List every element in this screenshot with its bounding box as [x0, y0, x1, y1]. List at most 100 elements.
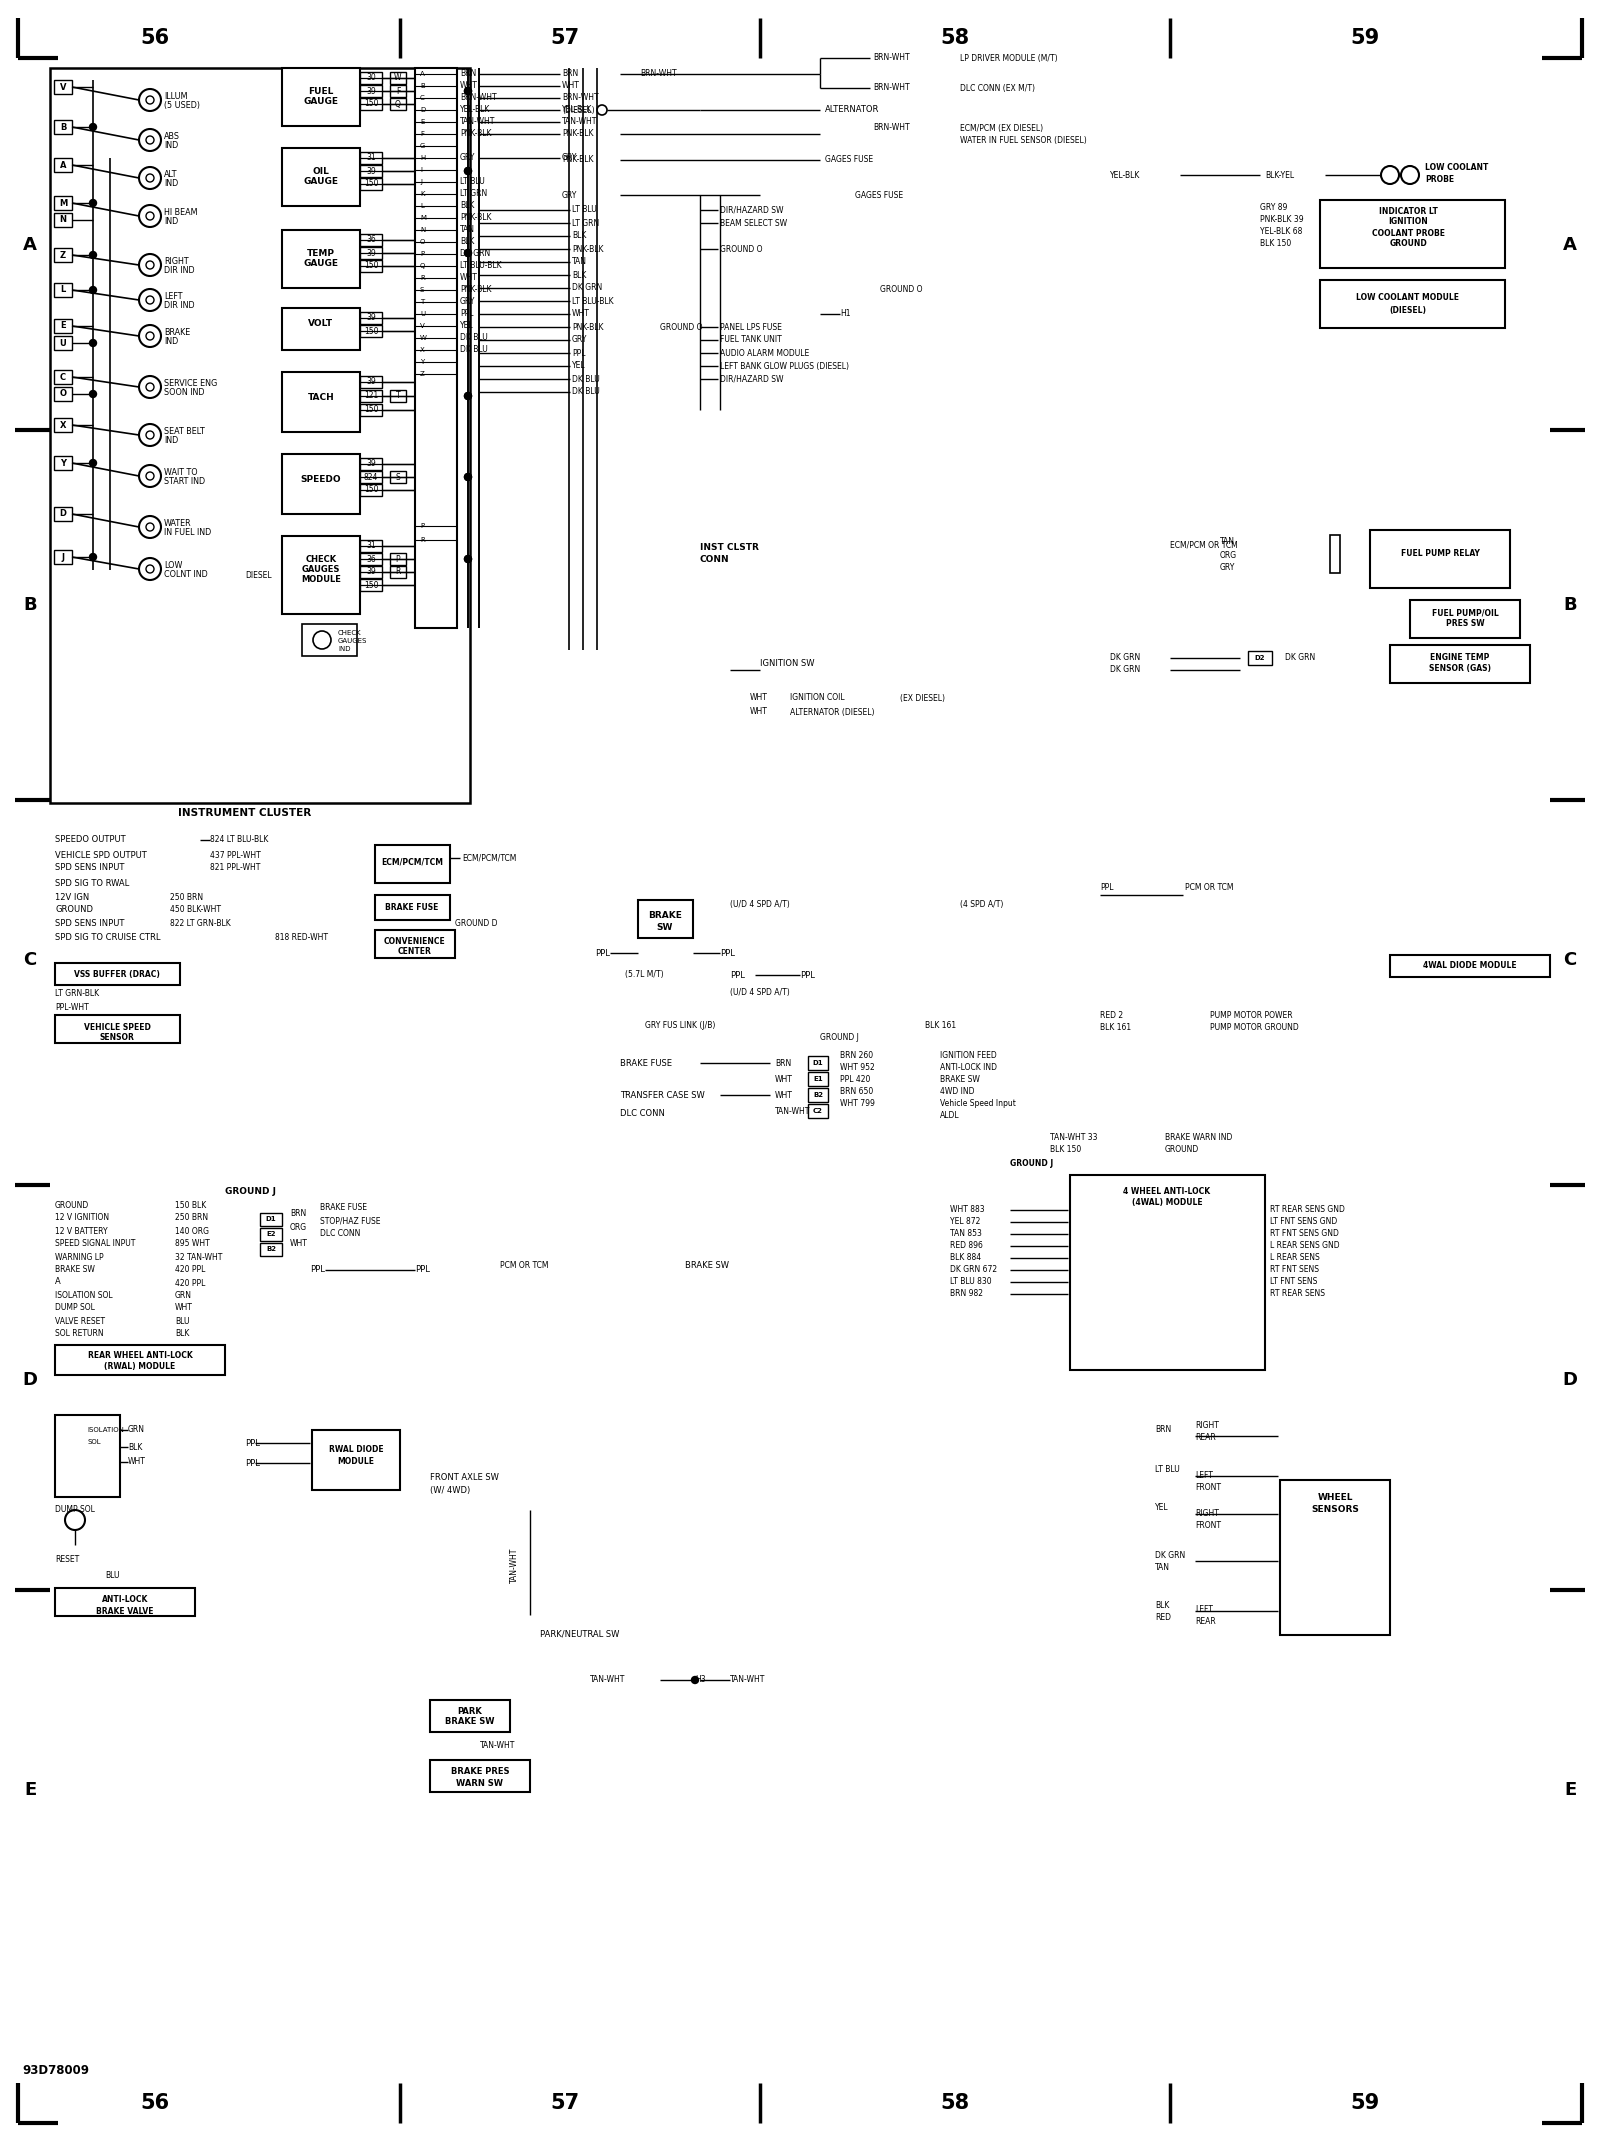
Text: TAN-WHT: TAN-WHT	[590, 1676, 626, 1685]
Text: 140 ORG: 140 ORG	[174, 1227, 210, 1235]
Text: U: U	[59, 338, 66, 347]
Text: GRY FUS LINK (J/B): GRY FUS LINK (J/B)	[645, 1021, 715, 1030]
Text: L REAR SENS GND: L REAR SENS GND	[1270, 1242, 1339, 1250]
Text: BRN-WHT: BRN-WHT	[461, 94, 496, 103]
Text: GROUND J: GROUND J	[226, 1188, 277, 1197]
Text: BRAKE SW: BRAKE SW	[54, 1265, 94, 1274]
Text: BLK 161: BLK 161	[925, 1021, 957, 1030]
Text: HI BEAM: HI BEAM	[165, 208, 197, 216]
Text: PPL: PPL	[310, 1265, 325, 1274]
Text: BLK-YEL: BLK-YEL	[1266, 171, 1294, 180]
Text: 57: 57	[550, 28, 579, 47]
Text: FUEL PUMP/OIL: FUEL PUMP/OIL	[1432, 608, 1498, 617]
Text: LEFT: LEFT	[1195, 1471, 1213, 1479]
Text: PPL: PPL	[800, 970, 814, 978]
Text: 12V IGN: 12V IGN	[54, 893, 90, 901]
Text: BRN-WHT: BRN-WHT	[874, 54, 910, 62]
Bar	[390, 552, 406, 565]
Text: 57: 57	[550, 2094, 579, 2113]
Circle shape	[464, 555, 472, 563]
Bar	[360, 313, 382, 323]
Text: SEAT BELT: SEAT BELT	[165, 426, 205, 437]
Bar	[1248, 651, 1272, 666]
Text: DLC CONN: DLC CONN	[621, 1109, 666, 1118]
Text: RESET: RESET	[54, 1557, 80, 1565]
Text: 895 WHT: 895 WHT	[174, 1240, 210, 1248]
Text: ENGINE TEMP: ENGINE TEMP	[1430, 653, 1490, 662]
Text: WHT: WHT	[174, 1304, 194, 1312]
Text: DUMP SOL: DUMP SOL	[54, 1304, 94, 1312]
Text: GRY: GRY	[562, 154, 578, 163]
Text: N: N	[59, 216, 67, 225]
Text: SOL: SOL	[86, 1439, 101, 1445]
Text: LT FNT SENS GND: LT FNT SENS GND	[1270, 1218, 1338, 1227]
Bar	[360, 98, 382, 109]
Text: BRAKE: BRAKE	[648, 912, 682, 921]
Bar	[414, 69, 458, 627]
Text: RIGHT: RIGHT	[165, 257, 189, 265]
Text: 59: 59	[1350, 2094, 1379, 2113]
Text: TEMP: TEMP	[307, 248, 334, 257]
Text: FRONT: FRONT	[1195, 1482, 1221, 1492]
Text: CONVENIENCE: CONVENIENCE	[384, 936, 446, 946]
Text: P: P	[395, 555, 400, 563]
Text: BRAKE FUSE: BRAKE FUSE	[386, 904, 438, 912]
Text: Y: Y	[61, 458, 66, 467]
Text: 93D78009: 93D78009	[22, 2064, 90, 2077]
Bar	[54, 283, 72, 298]
Bar	[360, 484, 382, 497]
Text: DK BLU: DK BLU	[461, 345, 488, 355]
Text: 39: 39	[366, 377, 376, 388]
Text: LT BLU 830: LT BLU 830	[950, 1278, 992, 1287]
Bar	[430, 1760, 530, 1792]
Bar	[259, 1244, 282, 1257]
Text: C2: C2	[813, 1109, 822, 1113]
Text: BEAM SELECT SW: BEAM SELECT SW	[720, 218, 787, 227]
Circle shape	[464, 88, 472, 94]
Bar	[1370, 531, 1510, 589]
Circle shape	[90, 460, 96, 467]
Text: 56: 56	[141, 28, 170, 47]
Bar	[374, 846, 450, 882]
Text: W: W	[394, 73, 402, 83]
Text: INST CLSTR: INST CLSTR	[701, 544, 758, 552]
Text: BLK: BLK	[461, 238, 474, 246]
Text: A: A	[1563, 236, 1578, 255]
Text: PARK/NEUTRAL SW: PARK/NEUTRAL SW	[541, 1629, 619, 1638]
Bar	[54, 248, 72, 261]
Bar	[360, 152, 382, 165]
Text: MODULE: MODULE	[301, 576, 341, 584]
Text: GRY: GRY	[1221, 563, 1235, 572]
Circle shape	[464, 392, 472, 400]
Bar	[54, 550, 72, 563]
Text: SPEEDO OUTPUT: SPEEDO OUTPUT	[54, 835, 126, 844]
Text: TAN: TAN	[1221, 537, 1235, 546]
Circle shape	[90, 340, 96, 347]
Text: J: J	[419, 180, 422, 184]
Text: 12 V IGNITION: 12 V IGNITION	[54, 1214, 109, 1223]
Text: REAR: REAR	[1195, 1432, 1216, 1441]
Text: GRN: GRN	[128, 1426, 146, 1434]
Text: GROUND: GROUND	[1389, 240, 1427, 248]
Text: GROUND D: GROUND D	[454, 918, 498, 927]
Text: LT BLU: LT BLU	[461, 178, 485, 186]
Text: A: A	[59, 161, 66, 169]
Text: TAN: TAN	[1155, 1563, 1170, 1571]
Text: A: A	[22, 236, 37, 255]
Text: (W/ 4WD): (W/ 4WD)	[430, 1486, 470, 1497]
Bar	[1070, 1175, 1266, 1370]
Bar	[282, 69, 360, 126]
Text: GAUGES: GAUGES	[302, 565, 341, 574]
Text: 150: 150	[363, 325, 378, 336]
Text: 250 BRN: 250 BRN	[170, 893, 203, 901]
Text: PPL: PPL	[730, 970, 746, 978]
Text: PNK-BLK: PNK-BLK	[573, 244, 603, 253]
Text: WHT: WHT	[573, 310, 590, 319]
Text: BRN-WHT: BRN-WHT	[874, 83, 910, 92]
Text: SPD SENS INPUT: SPD SENS INPUT	[54, 918, 125, 927]
Text: VOLT: VOLT	[309, 319, 333, 328]
Text: 150: 150	[363, 261, 378, 270]
Bar	[360, 73, 382, 83]
Text: BRAKE: BRAKE	[165, 328, 190, 336]
Text: BRN: BRN	[562, 69, 578, 79]
